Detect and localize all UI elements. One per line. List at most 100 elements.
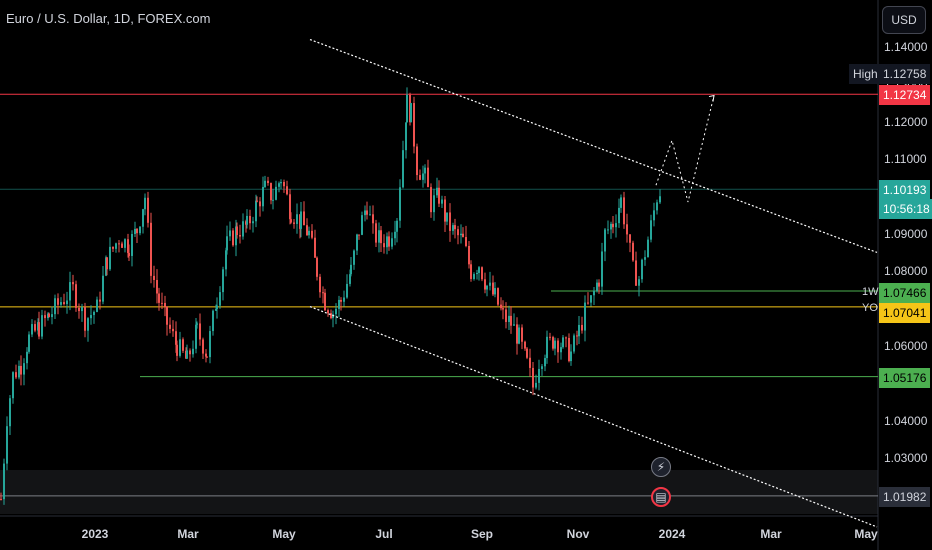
candle-body	[278, 183, 280, 187]
candle-body	[460, 233, 462, 236]
candle-body	[593, 290, 595, 296]
candle-body	[541, 366, 543, 369]
candle-body	[492, 282, 494, 295]
candle-body	[538, 368, 540, 383]
candle-body	[87, 318, 89, 331]
candle-body	[0, 498, 2, 500]
high-label: High	[849, 64, 882, 84]
candle-body	[427, 167, 429, 188]
candle-body	[356, 234, 358, 251]
channel-lower-line[interactable]	[309, 306, 878, 528]
candle-body	[544, 358, 546, 367]
candle-body	[66, 300, 68, 305]
candle-body	[256, 200, 258, 202]
candle-body	[156, 279, 158, 294]
candle-body	[449, 212, 451, 231]
lightning-icon[interactable]: ⚡	[651, 457, 671, 477]
candle-body	[57, 298, 59, 305]
candle-body	[296, 214, 298, 224]
us-flag-icon[interactable]: ▤	[651, 487, 671, 507]
candle-body	[570, 351, 572, 362]
channel-upper-line[interactable]	[309, 38, 878, 253]
candle-body	[314, 237, 316, 258]
candle-body	[246, 215, 248, 225]
candle-body	[518, 327, 520, 344]
projection-path[interactable]	[655, 95, 715, 203]
candle-body	[3, 463, 5, 500]
candle-body	[446, 212, 448, 222]
candle-body	[578, 324, 580, 337]
current-price-tag: 1.10193	[879, 180, 931, 200]
candle-body	[18, 365, 20, 378]
candle-body	[546, 336, 548, 359]
currency-button[interactable]: USD	[882, 6, 926, 34]
candle-body	[322, 292, 324, 294]
candle-body	[508, 315, 510, 322]
candle-body	[235, 226, 237, 246]
candle-body	[41, 315, 43, 337]
candle-body	[272, 199, 274, 201]
candle-body	[598, 282, 600, 287]
candle-body	[153, 275, 155, 280]
candle-body	[419, 175, 421, 180]
candle-body	[249, 215, 251, 224]
x-tick-label: May	[272, 527, 296, 541]
candle-body	[573, 335, 575, 352]
candle-body	[186, 350, 188, 359]
candle-body	[38, 322, 40, 337]
candle-body	[486, 285, 488, 290]
candle-body	[15, 372, 17, 378]
weekly-open-tag: 1.07466	[879, 283, 931, 303]
candle-body	[372, 214, 374, 224]
candle-body	[34, 324, 36, 331]
x-tick-label: 2023	[81, 527, 109, 541]
candle-body	[90, 315, 92, 319]
candle-body	[202, 339, 204, 354]
y-tick-label: 1.06000	[884, 338, 928, 353]
candle-body	[158, 293, 160, 303]
candle-body	[166, 306, 168, 325]
candle-body	[510, 315, 512, 326]
candle-body	[335, 308, 337, 315]
candle-body	[497, 288, 499, 305]
candle-body	[581, 324, 583, 331]
candle-body	[424, 167, 426, 174]
candle-body	[219, 292, 221, 306]
candle-body	[84, 306, 86, 331]
candle-body	[349, 274, 351, 284]
candle-body	[164, 302, 166, 307]
candle-body	[610, 223, 612, 230]
candle-body	[638, 279, 640, 286]
candle-body	[489, 282, 491, 286]
candle-body	[413, 103, 415, 147]
candle-body	[60, 302, 62, 305]
candle-body	[289, 194, 291, 220]
candle-body	[364, 210, 366, 216]
candle-body	[239, 235, 241, 237]
candle-body	[206, 356, 208, 358]
candle-body	[604, 229, 606, 252]
candle-body	[12, 372, 14, 399]
candle-body	[629, 234, 631, 243]
candle-body	[650, 220, 652, 240]
candle-body	[430, 187, 432, 213]
bottom-zone	[0, 470, 878, 514]
candle-body	[529, 357, 531, 368]
candle-body	[568, 338, 570, 362]
candle-body	[128, 252, 130, 256]
candle-body	[75, 284, 77, 308]
y-tick-label: 1.04000	[884, 413, 928, 428]
candle-body	[311, 230, 313, 238]
candle-body	[505, 309, 507, 322]
candle-body	[196, 323, 198, 325]
candle-body	[199, 323, 201, 340]
candle-body	[369, 214, 371, 216]
yearly-open-label: YO	[862, 302, 878, 314]
candle-body	[270, 183, 272, 201]
candle-body	[350, 264, 352, 275]
candle-body	[422, 173, 424, 180]
y-tick-label: 1.12000	[884, 114, 928, 129]
candle-body	[327, 310, 329, 314]
candle-body	[205, 353, 207, 357]
